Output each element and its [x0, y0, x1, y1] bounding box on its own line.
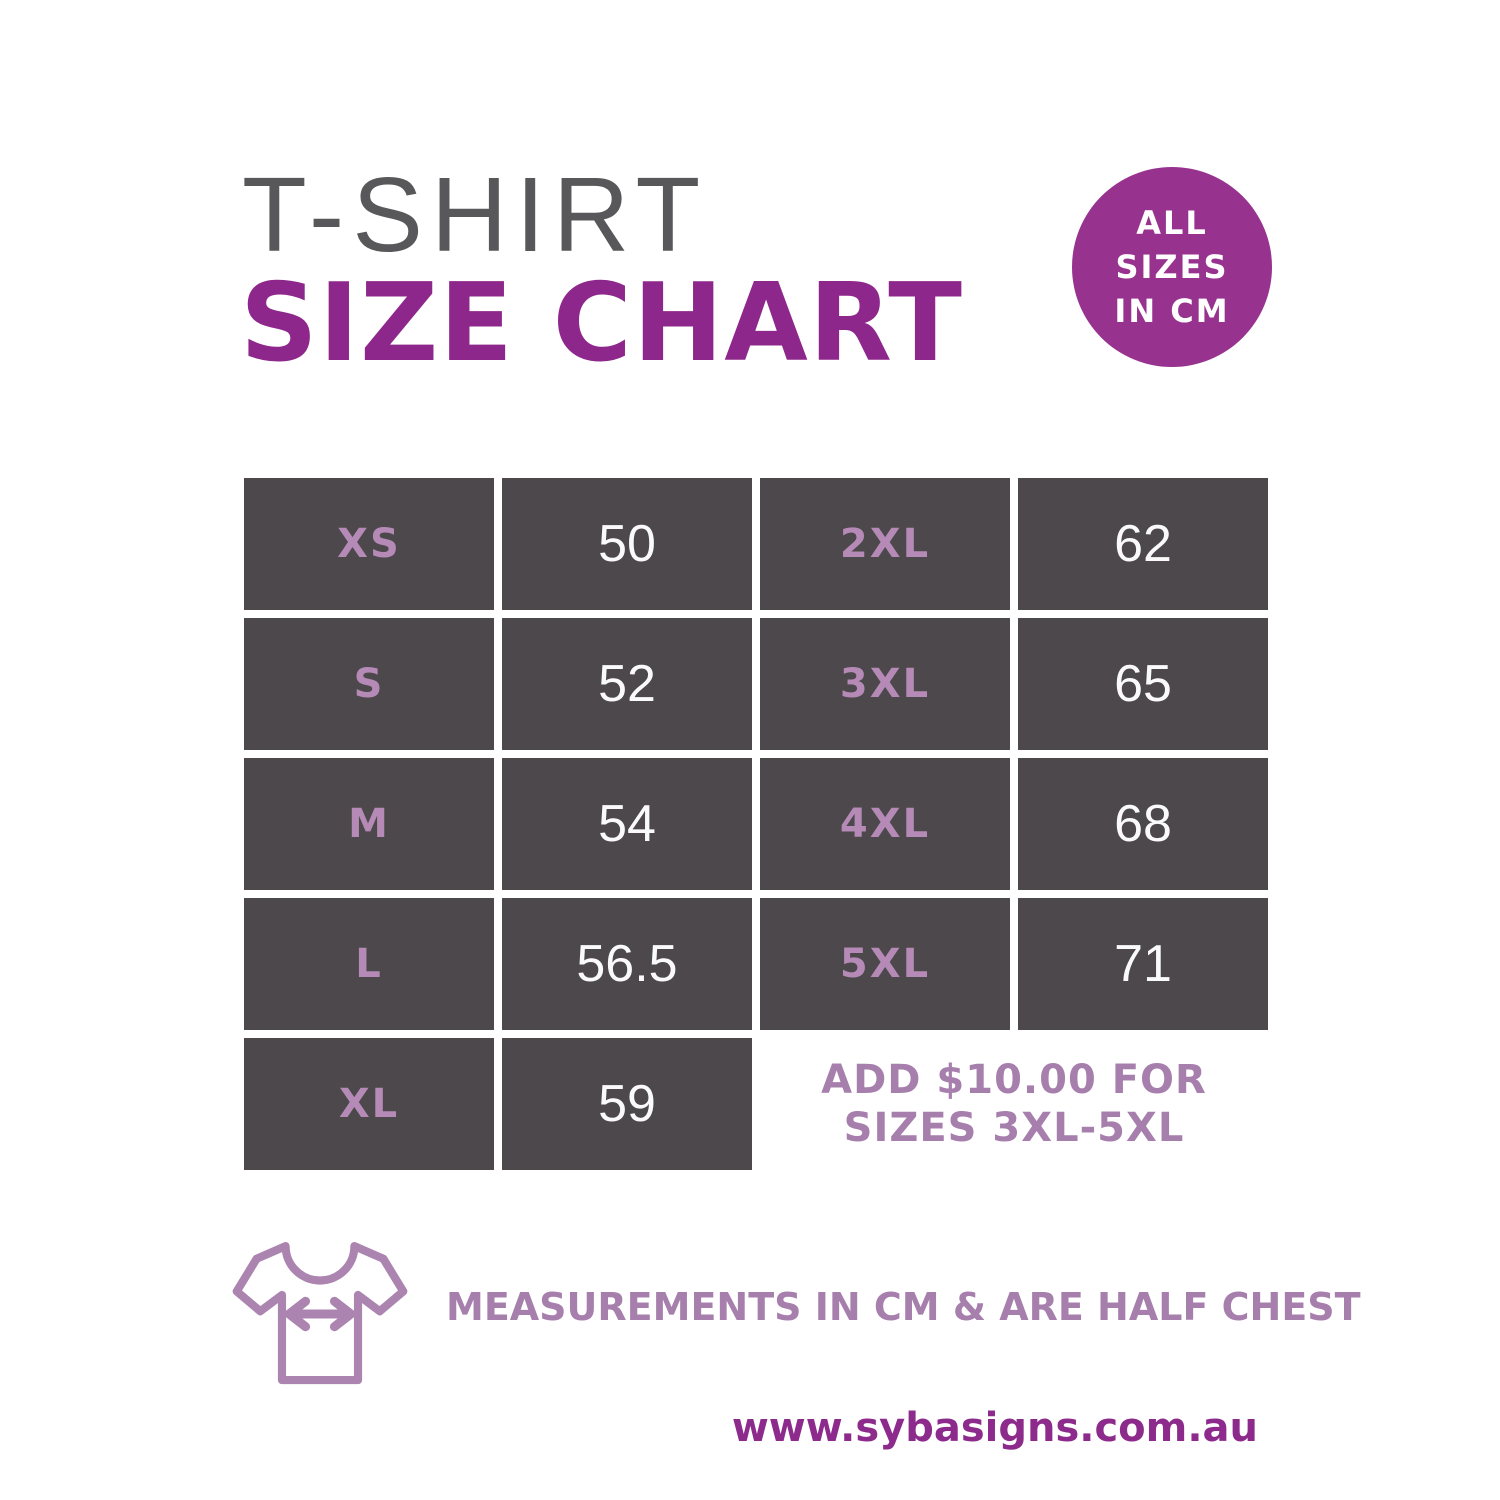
value-cell-xs: 50 [502, 478, 752, 610]
size-cell-l: L [244, 898, 494, 1030]
size-cell-m: M [244, 758, 494, 890]
website-url: www.sybasigns.com.au [731, 1405, 1258, 1451]
value-cell-2xl: 62 [1018, 478, 1268, 610]
size-cell-2xl: 2XL [760, 478, 1010, 610]
badge-line-3: IN CM [1114, 292, 1230, 330]
page-title-line2: SIZE CHART [240, 261, 963, 386]
surcharge-note: ADD $10.00 FOR SIZES 3XL-5XL [760, 1038, 1268, 1170]
size-grid: ADD $10.00 FOR SIZES 3XL-5XL XS 50 S 52 M 54 L… [244, 478, 1268, 1170]
page-title-line1: T-SHIRT [242, 156, 709, 274]
value-cell-l: 56.5 [502, 898, 752, 1030]
size-cell-s: S [244, 618, 494, 750]
badge-line-1: ALL [1136, 204, 1208, 242]
value-cell-xl: 59 [502, 1038, 752, 1170]
value-cell-4xl: 68 [1018, 758, 1268, 890]
size-cell-5xl: 5XL [760, 898, 1010, 1030]
size-cell-3xl: 3XL [760, 618, 1010, 750]
value-cell-m: 54 [502, 758, 752, 890]
size-cell-xl: XL [244, 1038, 494, 1170]
measurement-footnote: MEASUREMENTS IN CM & ARE HALF CHEST [446, 1285, 1361, 1329]
badge-line-2: SIZES [1115, 248, 1229, 286]
size-cell-xs: XS [244, 478, 494, 610]
surcharge-note-line1: ADD $10.00 FOR [821, 1057, 1207, 1103]
value-cell-s: 52 [502, 618, 752, 750]
surcharge-note-line2: SIZES 3XL-5XL [843, 1105, 1185, 1151]
value-cell-3xl: 65 [1018, 618, 1268, 750]
value-cell-5xl: 71 [1018, 898, 1268, 1030]
all-sizes-badge: ALL SIZES IN CM [1072, 167, 1272, 367]
tshirt-width-icon [232, 1242, 408, 1385]
size-cell-4xl: 4XL [760, 758, 1010, 890]
